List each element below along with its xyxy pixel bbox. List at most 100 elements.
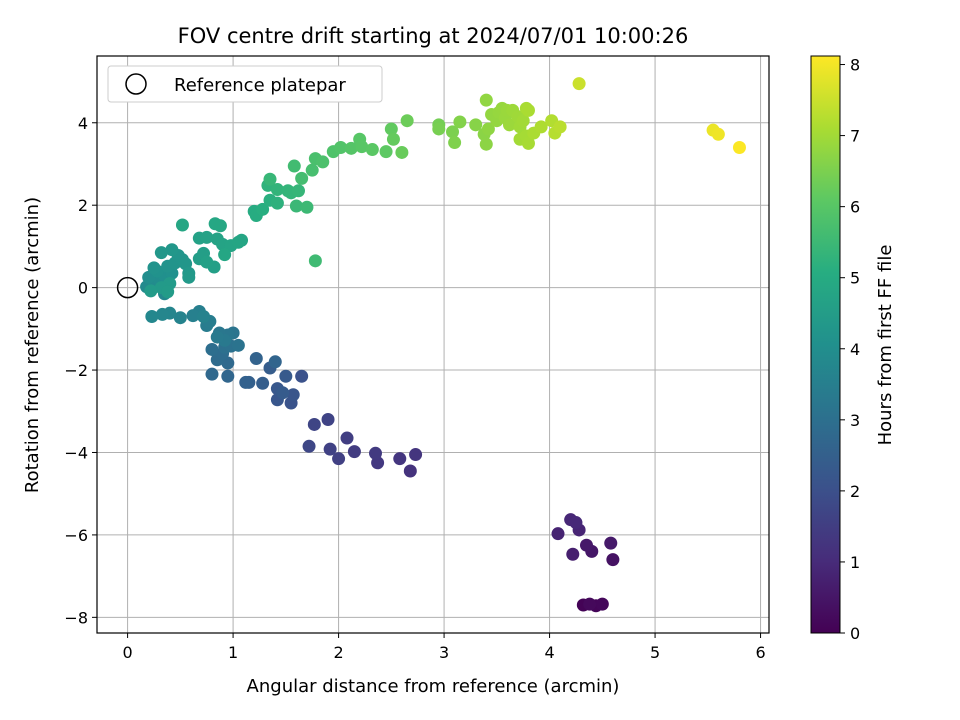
data-point: [287, 159, 301, 173]
data-point: [144, 284, 158, 298]
data-point: [395, 145, 409, 159]
data-points: [140, 77, 746, 613]
y-tick-label: 4: [78, 114, 88, 133]
data-point: [446, 125, 460, 139]
colorbar-tick-label: 8: [850, 56, 860, 75]
data-point: [295, 369, 309, 383]
data-point: [316, 155, 330, 169]
data-point: [270, 183, 284, 197]
colorbar-tick-label: 2: [850, 482, 860, 501]
data-point: [175, 218, 189, 232]
x-tick-label: 2: [333, 643, 343, 662]
colorbar: 0 1 2 3 4 5 6 7 8 Hours from first FF file: [810, 55, 896, 643]
legend-entry-reference-platepar: Reference platepar: [174, 75, 346, 96]
data-point: [604, 536, 618, 550]
data-point: [218, 248, 232, 262]
data-point: [186, 309, 200, 323]
data-point: [432, 122, 446, 136]
y-axis-label: Rotation from reference (arcmin): [22, 197, 43, 493]
reference-platepar-marker: [116, 276, 139, 299]
data-point: [553, 120, 567, 134]
y-tick-label: −2: [64, 361, 88, 380]
data-point: [200, 230, 214, 244]
data-point: [384, 122, 398, 136]
data-point: [481, 122, 495, 136]
data-point: [469, 118, 483, 132]
data-point: [305, 163, 319, 177]
data-point: [205, 342, 219, 356]
data-point: [572, 77, 586, 91]
data-point: [606, 553, 620, 567]
data-point: [595, 597, 609, 611]
data-point: [711, 127, 725, 141]
data-point: [400, 114, 414, 128]
data-point: [453, 115, 467, 129]
y-tick-label: −8: [64, 608, 88, 627]
data-point: [347, 445, 361, 459]
data-point: [221, 356, 235, 370]
data-point: [732, 140, 746, 154]
data-point: [197, 309, 211, 323]
legend-box: [107, 65, 383, 103]
data-point: [479, 93, 493, 107]
grid-lines: [97, 56, 769, 633]
data-point: [369, 446, 383, 460]
data-point: [205, 367, 219, 381]
data-point: [213, 219, 227, 233]
data-point: [516, 114, 530, 128]
colorbar-tick-label: 6: [850, 198, 860, 217]
data-point: [165, 243, 179, 257]
legend: Reference platepar: [107, 65, 383, 103]
data-point: [221, 369, 235, 383]
y-tick-label: −6: [64, 526, 88, 545]
data-point: [256, 202, 270, 216]
data-point: [332, 452, 346, 466]
data-point: [521, 103, 535, 117]
chart-title: FOV centre drift starting at 2024/07/01 …: [178, 24, 689, 48]
data-point: [365, 143, 379, 157]
x-tick-label: 0: [122, 643, 132, 662]
x-tick-label: 5: [650, 643, 660, 662]
data-point: [300, 200, 314, 214]
colorbar-tick-label: 4: [850, 340, 860, 359]
data-point: [340, 431, 354, 445]
colorbar-gradient: [810, 55, 841, 634]
data-point: [479, 137, 493, 151]
data-point: [270, 196, 284, 210]
plot-frame: [96, 55, 770, 634]
data-point: [534, 120, 548, 134]
data-point: [583, 597, 597, 611]
data-point: [308, 254, 322, 268]
colorbar-ticks: 0 1 2 3 4 5 6 7 8: [840, 56, 860, 643]
data-point: [521, 136, 535, 150]
data-point: [566, 547, 580, 561]
data-point: [307, 417, 321, 431]
data-point: [239, 375, 253, 389]
data-point: [147, 261, 161, 275]
data-point: [235, 233, 249, 247]
x-axis-ticks: 0 1 2 3 4 5 6: [122, 633, 766, 662]
data-point: [161, 285, 175, 299]
data-point: [279, 369, 293, 383]
data-point: [409, 448, 423, 462]
y-tick-label: −4: [64, 443, 88, 462]
data-point: [579, 538, 593, 552]
data-point: [155, 307, 169, 321]
colorbar-tick-label: 3: [850, 411, 860, 430]
data-point: [379, 145, 393, 159]
y-tick-label: 0: [78, 279, 88, 298]
x-tick-label: 6: [755, 643, 765, 662]
data-point: [286, 388, 300, 402]
data-point: [403, 464, 417, 478]
legend-reference-marker: [125, 73, 147, 95]
data-point: [323, 442, 337, 456]
data-point: [302, 439, 316, 453]
data-point: [145, 309, 159, 323]
data-point: [344, 141, 358, 155]
data-point: [210, 330, 224, 344]
x-axis-label: Angular distance from reference (arcmin): [247, 676, 620, 697]
y-axis-ticks: −8 −6 −4 −2 0 2 4: [64, 114, 97, 627]
data-point: [551, 527, 565, 541]
data-point: [291, 184, 305, 198]
